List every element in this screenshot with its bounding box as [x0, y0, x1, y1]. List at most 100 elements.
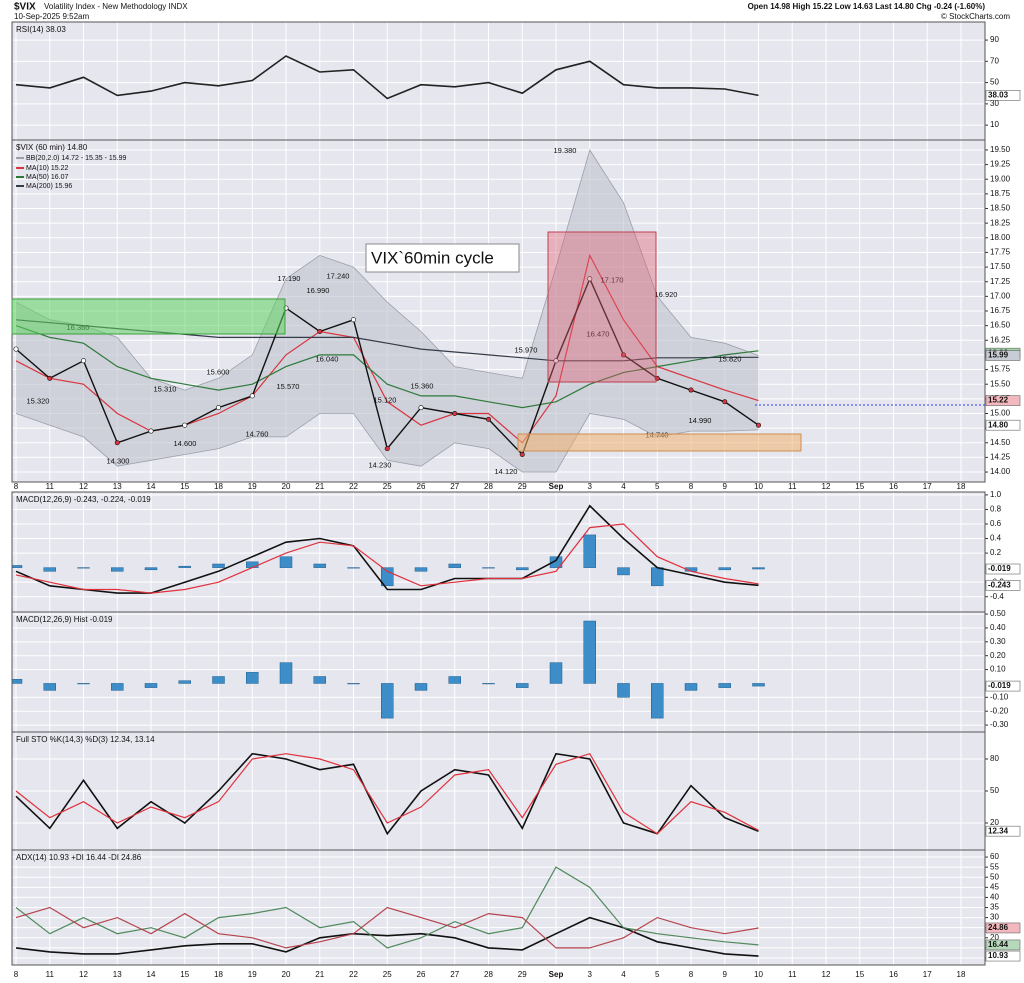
price-label: 14.990 — [689, 416, 712, 425]
y-tick-label: 17.75 — [990, 248, 1011, 257]
histogram-bar — [12, 679, 23, 684]
histogram-bar — [144, 683, 158, 688]
x-tick-label: 12 — [79, 970, 88, 979]
price-point — [350, 317, 356, 323]
price-label: 15.970 — [515, 346, 538, 355]
plot — [15, 55, 759, 100]
histogram-bar — [313, 563, 326, 568]
value-tag — [985, 395, 1021, 406]
y-tick-label: 16.50 — [990, 321, 1011, 330]
copyright: © StockCharts.com — [941, 12, 1010, 21]
price-point — [620, 352, 626, 358]
y-tick-label: 0.10 — [990, 665, 1006, 674]
x-tick-label: Sep — [549, 970, 564, 979]
price-label: 15.820 — [719, 354, 742, 363]
value-tag — [985, 922, 1021, 934]
legend-entry: BB(20,2.0) 14.72 - 15.35 - 15.99 — [26, 155, 127, 162]
y-tick-label: 0.20 — [990, 651, 1006, 660]
plot — [15, 866, 759, 957]
histogram-bar — [482, 683, 495, 685]
y-tick-label: 50 — [990, 78, 999, 87]
plot — [15, 752, 759, 836]
price-point — [13, 346, 19, 352]
price-point — [418, 405, 424, 411]
x-tick-label: 15 — [855, 970, 864, 979]
price-label: 15.320 — [27, 397, 50, 406]
histogram-bar — [347, 683, 360, 685]
value-tag — [985, 939, 1021, 951]
x-tick-label: 14 — [147, 482, 156, 491]
panel-background — [12, 612, 985, 732]
price-label: 17.240 — [327, 271, 350, 280]
value-tag-label: 38.03 — [988, 90, 1009, 99]
price-label: 19.380 — [554, 146, 577, 155]
value-tag-label: 12.34 — [988, 826, 1009, 835]
x-tick-label: 13 — [113, 970, 122, 979]
y-tick-label: 19.50 — [990, 145, 1011, 154]
x-tick-label: 12 — [822, 970, 831, 979]
histogram-bar — [549, 556, 563, 568]
y-tick-label: 20 — [990, 818, 999, 827]
bollinger-upper — [15, 149, 759, 391]
indicator-line — [15, 906, 759, 949]
value-tag-label: -0.019 — [988, 564, 1011, 573]
x-tick-label: 4 — [621, 970, 626, 979]
histogram-bar — [111, 567, 124, 572]
price-point — [485, 416, 491, 422]
y-tick-label: 14.25 — [990, 453, 1011, 462]
x-tick-label: 21 — [315, 970, 324, 979]
value-tag-label: 15.22 — [988, 396, 1009, 405]
y-tick-label: 0.8 — [990, 505, 1002, 514]
histogram-bar — [347, 567, 360, 569]
x-tick-label: 25 — [383, 970, 392, 979]
y-tick-label: 18.50 — [990, 204, 1011, 213]
y-tick-label: 80 — [990, 754, 999, 763]
x-tick-label: 5 — [655, 482, 660, 491]
price-label: 14.120 — [495, 467, 518, 476]
y-tick-label: 20 — [990, 933, 999, 942]
histogram-bar — [549, 662, 563, 684]
x-tick-label: 11 — [788, 482, 797, 491]
price-label: 16.040 — [316, 355, 339, 364]
value-tag — [985, 563, 1021, 575]
histogram-bar — [516, 567, 529, 571]
histogram-bar — [718, 683, 731, 688]
price-point — [755, 422, 761, 428]
indicator-line — [15, 504, 759, 594]
bollinger-lower — [15, 413, 759, 473]
y-tick-label: -0.10 — [990, 692, 1009, 701]
histogram-bar — [482, 567, 495, 569]
histogram-bar — [178, 680, 191, 684]
y-tick-label: 40 — [990, 893, 999, 902]
price-label: 14.230 — [369, 461, 392, 470]
histogram-bar — [617, 683, 630, 698]
histogram-bar — [246, 672, 259, 684]
price-point — [148, 428, 154, 434]
x-tick-label: 15 — [180, 970, 189, 979]
panels: 10 30 50 70 90 38.03 RSI(14) 38.03 14.00 14.25 14… — [11, 21, 1021, 979]
histogram-bar — [583, 534, 596, 568]
x-tick-label: 29 — [518, 482, 527, 491]
x-tick-label: 18 — [214, 482, 223, 491]
x-tick-label: 8 — [14, 970, 19, 979]
x-tick-label: 15 — [855, 482, 864, 491]
price-label: 14.300 — [107, 456, 130, 465]
price-point — [553, 358, 559, 364]
histogram-bar — [279, 556, 293, 568]
price-point — [384, 446, 390, 452]
x-tick-label: 18 — [957, 482, 966, 491]
price-label: 15.360 — [411, 381, 434, 390]
value-tag-label: 14.80 — [988, 420, 1009, 429]
panel-background — [12, 22, 985, 140]
histogram-bar — [651, 567, 664, 587]
value-tag — [985, 419, 1021, 431]
price-label: 15.570 — [277, 382, 300, 391]
y-tick-label: 0.50 — [990, 609, 1006, 618]
x-tick-label: 4 — [621, 482, 626, 491]
histogram-bar — [752, 567, 765, 570]
panel-title: RSI(14) 38.03 — [16, 25, 66, 34]
histogram-bar — [178, 565, 191, 568]
x-tick-label: Sep — [549, 482, 564, 491]
price-label: 16.470 — [587, 329, 610, 338]
